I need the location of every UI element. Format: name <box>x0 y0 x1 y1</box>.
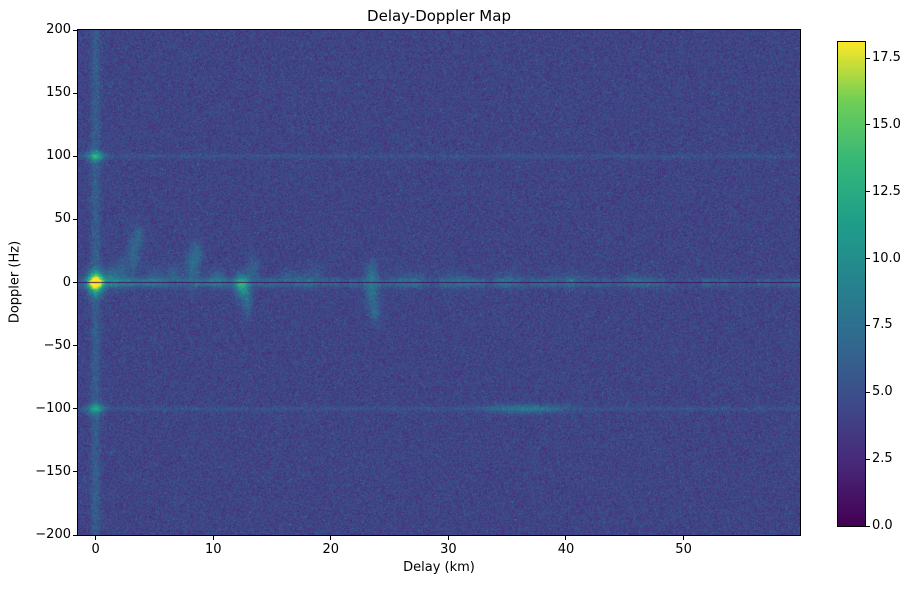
colorbar-tick <box>866 124 870 126</box>
y-tick <box>73 345 77 347</box>
x-tick-label: 10 <box>204 542 222 557</box>
colorbar-tick <box>866 57 870 59</box>
colorbar-tick <box>866 525 870 527</box>
y-tick-label: −150 <box>35 463 71 479</box>
y-tick-label: −50 <box>43 337 71 353</box>
x-axis-label: Delay (km) <box>403 560 475 575</box>
x-tick <box>212 536 214 540</box>
y-tick-label: 50 <box>54 211 71 227</box>
colorbar-tick-label: 7.5 <box>872 317 893 333</box>
colorbar-tick-label: 5.0 <box>872 384 893 400</box>
colorbar-tick-label: 12.5 <box>872 183 901 199</box>
x-tick-label: 0 <box>91 542 100 557</box>
y-tick <box>73 29 77 31</box>
y-tick-label: −200 <box>35 527 71 542</box>
colorbar-tick <box>866 458 870 460</box>
colorbar-tick-label: 17.5 <box>872 50 901 66</box>
colorbar-tick-label: 2.5 <box>872 451 893 467</box>
y-tick <box>73 155 77 157</box>
y-tick <box>73 92 77 94</box>
colorbar-tick <box>866 191 870 193</box>
x-tick-label: 20 <box>322 542 340 557</box>
y-tick <box>73 282 77 283</box>
y-tick-label: 0 <box>62 274 71 290</box>
x-tick <box>683 536 685 540</box>
y-tick <box>73 534 77 536</box>
x-tick-label: 50 <box>675 542 692 557</box>
x-tick <box>330 536 332 540</box>
y-tick <box>73 408 77 410</box>
colorbar-canvas <box>838 42 865 526</box>
chart-title: Delay-Doppler Map <box>367 7 511 25</box>
y-tick-label: 150 <box>46 85 71 101</box>
y-tick <box>73 471 77 473</box>
colorbar-tick <box>866 258 870 260</box>
y-tick-label: 100 <box>46 148 71 164</box>
colorbar-tick-label: 10.0 <box>872 250 901 266</box>
y-tick-label: 200 <box>46 22 71 37</box>
heatmap-canvas <box>78 30 800 535</box>
x-tick-label: 30 <box>440 542 457 557</box>
x-tick <box>565 536 567 540</box>
colorbar-tick <box>866 324 870 326</box>
colorbar-tick <box>866 391 870 393</box>
colorbar-tick-label: 15.0 <box>872 116 901 132</box>
x-tick-label: 40 <box>557 542 575 557</box>
x-tick <box>95 536 97 540</box>
x-tick <box>447 536 449 540</box>
y-tick-label: −100 <box>35 400 71 416</box>
colorbar-tick-label: 0.0 <box>872 518 893 533</box>
y-tick <box>73 218 77 220</box>
